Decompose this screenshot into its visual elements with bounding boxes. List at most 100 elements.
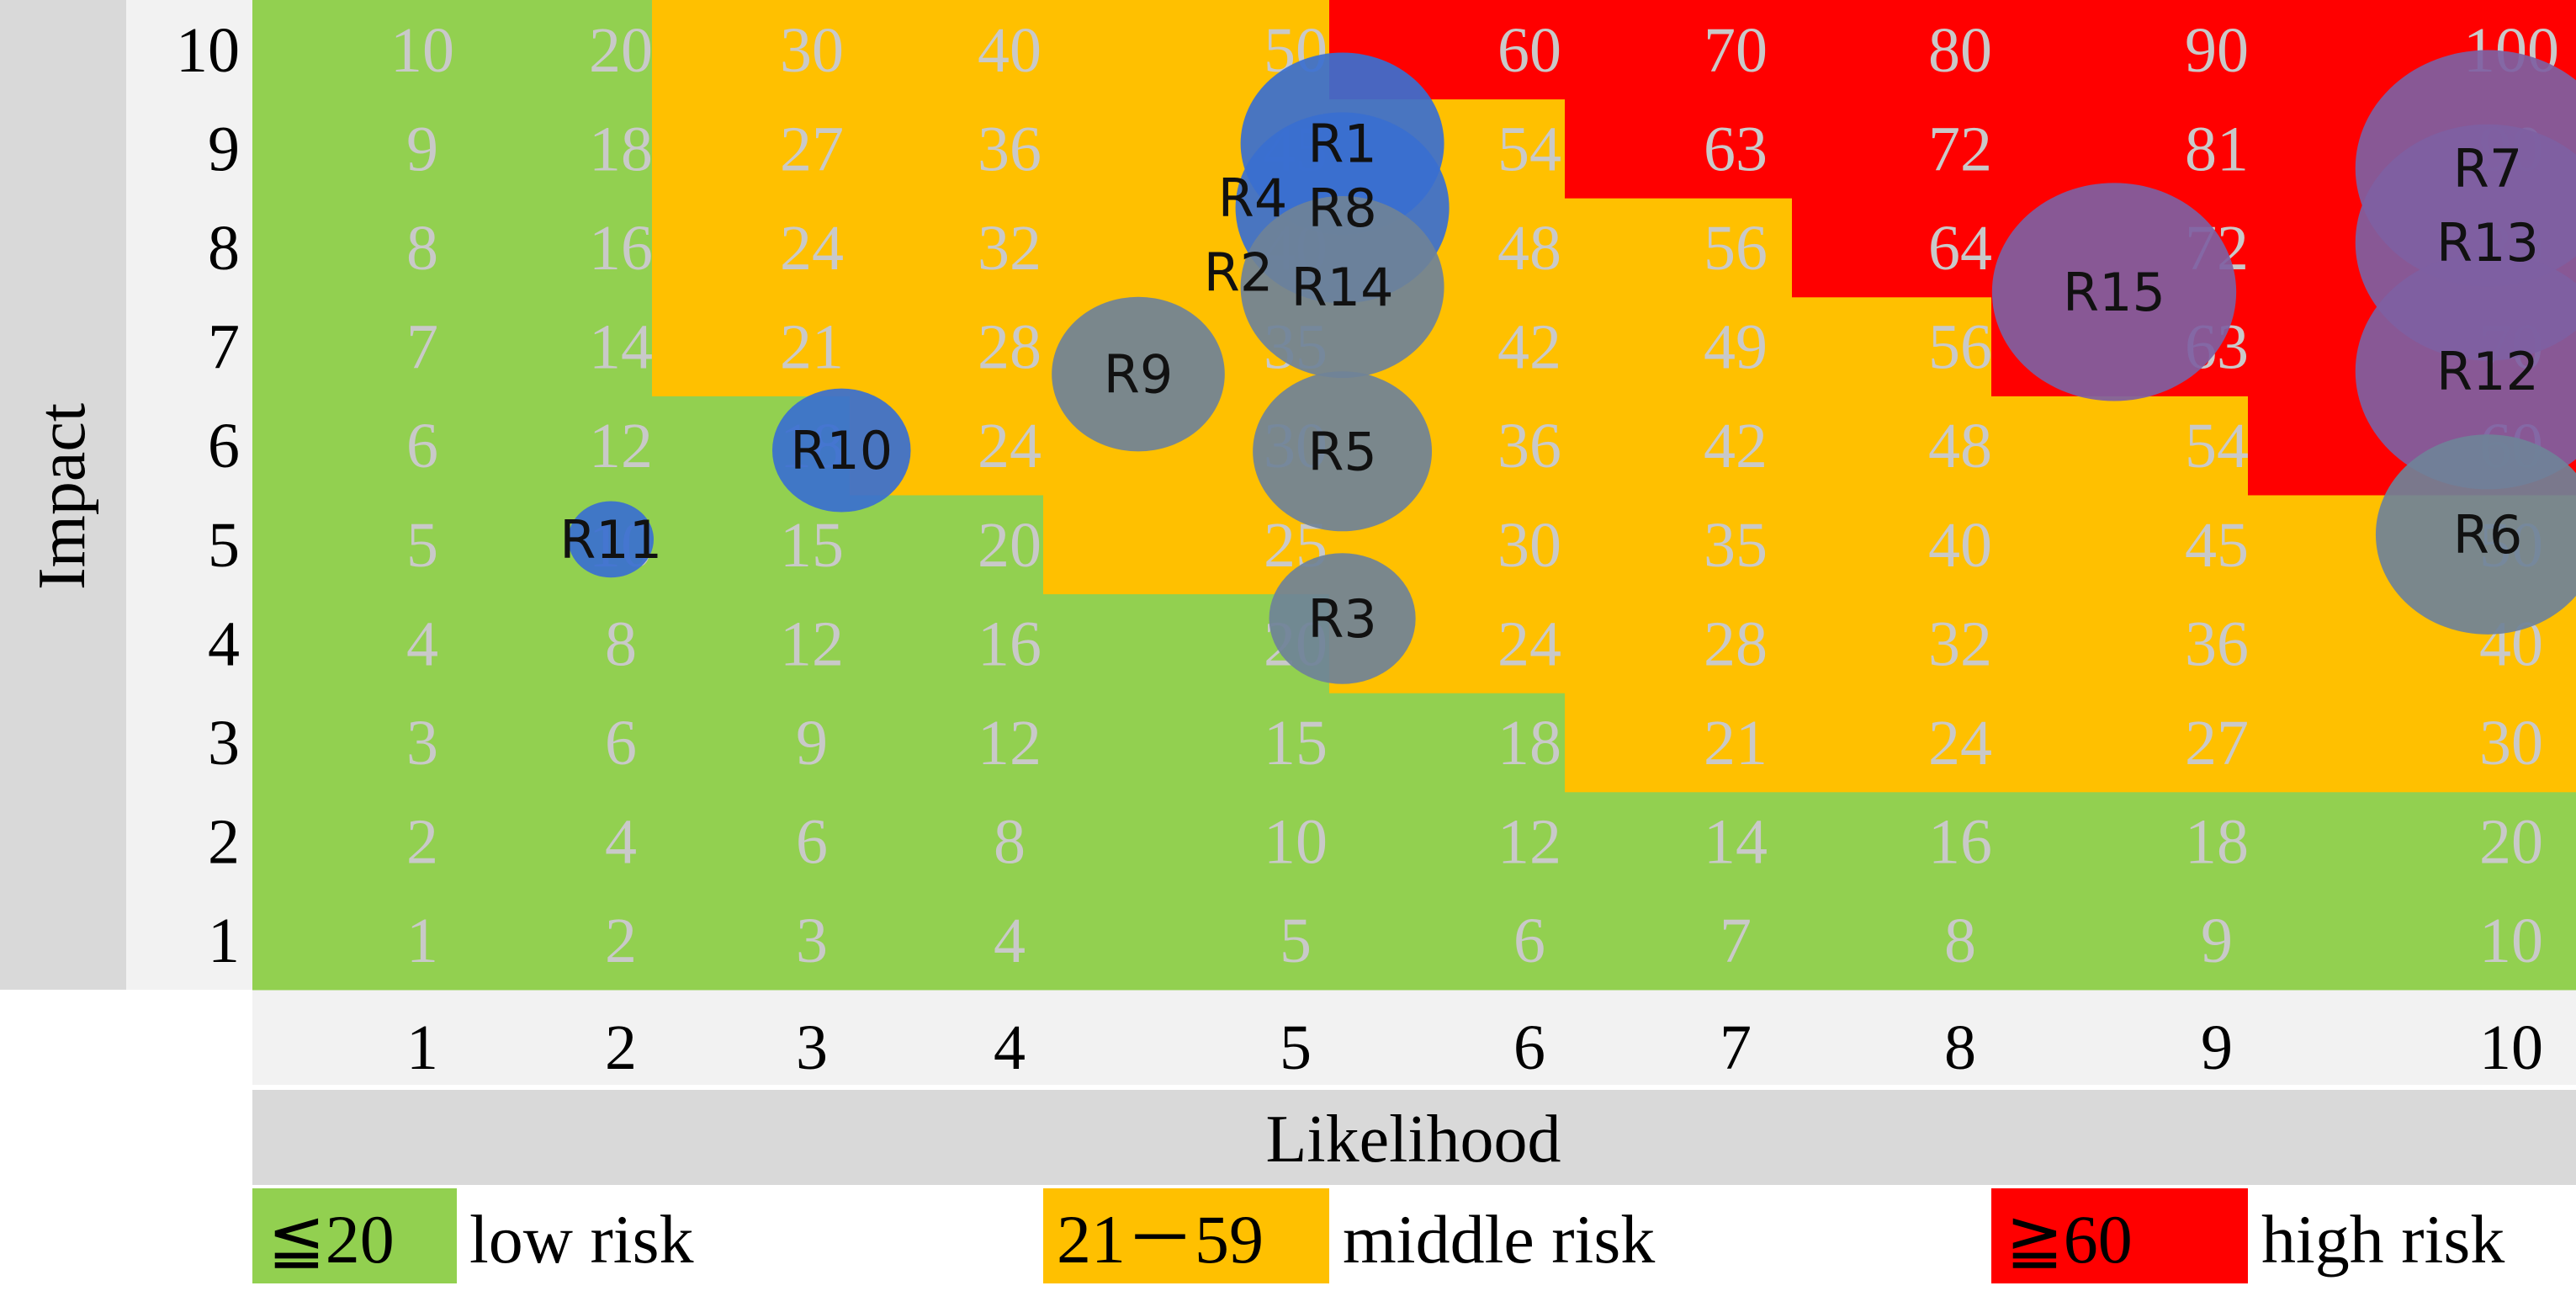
cell-value: 54 <box>1497 114 1561 184</box>
zone-cell-4-4 <box>850 593 1044 693</box>
legend-high-swatch <box>1991 1188 2248 1283</box>
cell-value: 49 <box>1704 312 1768 383</box>
cell-value: 20 <box>978 510 1042 581</box>
risk-label-r7: R7 <box>2453 138 2523 199</box>
cell-value: 27 <box>2185 708 2249 778</box>
zone-cell-1-1 <box>252 890 476 991</box>
risk-bubble-r5 <box>1253 371 1433 532</box>
cell-value: 16 <box>978 608 1042 679</box>
zone-cell-3-8 <box>652 198 851 298</box>
cell-value: 7 <box>406 312 438 383</box>
cell-value: 15 <box>1264 708 1328 778</box>
cell-value: 36 <box>1497 411 1561 481</box>
y-axis-title-band <box>0 0 126 990</box>
risk-label-r15: R15 <box>2063 262 2165 323</box>
x-axis-title: Likelihood <box>1265 1102 1561 1177</box>
zone-cell-7-2 <box>1565 791 1793 891</box>
zone-cell-7-4 <box>1565 593 1793 693</box>
risk-label-r9: R9 <box>1104 344 1174 406</box>
cell-value: 63 <box>1704 114 1768 184</box>
cell-value: 16 <box>589 213 653 284</box>
x-tick-label: 6 <box>1513 1012 1545 1083</box>
zone-cell-7-5 <box>1565 495 1793 595</box>
zone-cell-4-3 <box>850 693 1044 793</box>
cell-value: 21 <box>1704 708 1768 778</box>
risk-label-r5: R5 <box>1307 421 1377 482</box>
zone-cell-7-7 <box>1565 296 1793 396</box>
x-tick-label: 8 <box>1944 1012 1976 1083</box>
cell-value: 8 <box>605 608 637 679</box>
zone-cell-5-2 <box>1043 791 1330 891</box>
zone-cell-3-7 <box>652 296 851 396</box>
zone-cell-4-5 <box>850 495 1044 595</box>
cell-value: 5 <box>406 510 438 581</box>
cell-value: 3 <box>406 708 438 778</box>
risk-bubble-r11 <box>568 501 655 578</box>
legend-middle-swatch <box>1043 1188 1329 1283</box>
cell-value: 9 <box>2201 906 2233 976</box>
y-tick-label: 3 <box>208 708 240 778</box>
cell-value: 8 <box>994 807 1026 878</box>
cell-value: 24 <box>1497 608 1561 679</box>
y-tick-label: 4 <box>208 608 240 679</box>
cell-value: 12 <box>589 411 653 481</box>
cell-value: 27 <box>780 114 844 184</box>
cell-value: 2 <box>605 906 637 976</box>
legend-middle-label: middle risk <box>1343 1201 1655 1278</box>
risk-label-r12: R12 <box>2436 341 2539 402</box>
y-tick-label: 1 <box>208 906 240 976</box>
zone-cell-10-3 <box>2248 693 2576 793</box>
cell-value: 30 <box>1497 510 1561 581</box>
cell-value: 64 <box>1928 213 1992 284</box>
x-tick-label: 9 <box>2201 1012 2233 1083</box>
risk-label-r10: R10 <box>790 420 893 481</box>
x-axis-ticks: 1 2 3 4 5 6 7 8 9 10 <box>406 1012 2543 1083</box>
zone-cell-5-3 <box>1043 693 1330 793</box>
zone-cell-1-4 <box>252 593 476 693</box>
zone-cell-4-9 <box>850 98 1044 199</box>
zone-cell-2-6 <box>475 396 653 496</box>
y-tick-label: 5 <box>208 510 240 581</box>
zone-cell-3-9 <box>652 98 851 199</box>
cell-value: 6 <box>605 708 637 778</box>
zone-cell-8-10 <box>1792 0 1992 100</box>
zone-cell-7-10 <box>1565 0 1793 100</box>
zone-cell-10-2 <box>2248 791 2576 891</box>
zone-cell-8-7 <box>1792 296 1992 396</box>
y-axis-title: Impact <box>25 403 99 590</box>
y-tick-label: 10 <box>176 15 240 86</box>
zone-cell-9-9 <box>1991 98 2249 199</box>
cell-value: 36 <box>2185 608 2249 679</box>
zone-cell-1-8 <box>252 198 476 298</box>
risk-bubble-r9 <box>1052 296 1225 452</box>
cell-value: 30 <box>780 15 844 86</box>
cell-value: 28 <box>978 312 1042 383</box>
risk-label-r3: R3 <box>1307 588 1377 650</box>
x-tick-label: 1 <box>406 1012 438 1083</box>
zone-cell-2-8 <box>475 198 653 298</box>
cell-value: 18 <box>1497 708 1561 778</box>
cell-value: 8 <box>406 213 438 284</box>
risk-bubble-r15 <box>1991 183 2237 401</box>
x-tick-label: 3 <box>796 1012 828 1083</box>
cell-value: 14 <box>589 312 653 383</box>
zone-cell-2-9 <box>475 98 653 199</box>
zone-cell-1-10 <box>252 0 476 100</box>
cell-value: 16 <box>1928 807 1992 878</box>
cell-value: 10 <box>2479 906 2543 976</box>
cell-value: 14 <box>1704 807 1768 878</box>
cell-value: 7 <box>1720 906 1752 976</box>
zone-cell-2-1 <box>475 890 653 991</box>
zone-cell-7-3 <box>1565 693 1793 793</box>
zone-cell-4-7 <box>850 296 1044 396</box>
cell-value: 32 <box>1928 608 1992 679</box>
risk-bubble-r6 <box>2375 434 2576 635</box>
zone-cell-8-9 <box>1792 98 1992 199</box>
cell-value: 70 <box>1704 15 1768 86</box>
cell-value: 72 <box>1928 114 1992 184</box>
zone-cell-3-10 <box>652 0 851 100</box>
zone-cell-8-4 <box>1792 593 1992 693</box>
cell-value: 81 <box>2185 114 2249 184</box>
zone-cell-9-5 <box>1991 495 2249 595</box>
